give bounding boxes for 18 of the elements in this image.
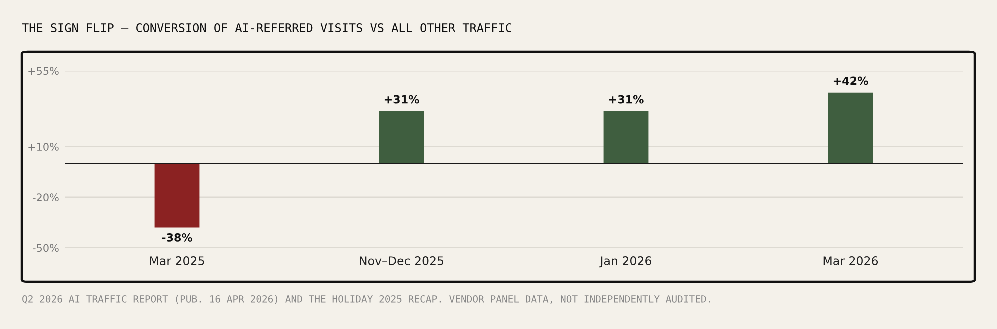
data-label: +31% (384, 95, 420, 104)
chart-title: THE SIGN FLIP — CONVERSION OF AI-REFERRED VISITS VS ALL OTHER TRAFFIC (22, 24, 512, 32)
x-tick-label: Nov–Dec 2025 (360, 256, 444, 266)
bar (379, 111, 424, 164)
data-label: +42% (834, 76, 868, 86)
bar (154, 164, 200, 228)
data-label: +31% (609, 95, 644, 104)
y-tick-label: +55% (28, 67, 59, 76)
y-tick-label: +10% (28, 143, 59, 151)
bar (604, 111, 649, 164)
x-tick-label: Mar 2025 (150, 256, 204, 266)
y-tick-label: -50% (33, 244, 59, 252)
text: Q2 2026 AI TRAFFIC REPORT (PUB. 16 APR 2026) AND THE HOLIDAY 2025 RECAP. VENDOR PANEL DATA, NOT INDEPENDENTLY AUDITED. (22, 295, 710, 304)
x-tick-label: Mar 2026 (824, 256, 878, 266)
x-tick-label: Jan 2026 (600, 256, 652, 268)
bar (828, 92, 874, 164)
y-tick-label: -20% (33, 194, 59, 202)
data-label: -38% (162, 234, 192, 242)
